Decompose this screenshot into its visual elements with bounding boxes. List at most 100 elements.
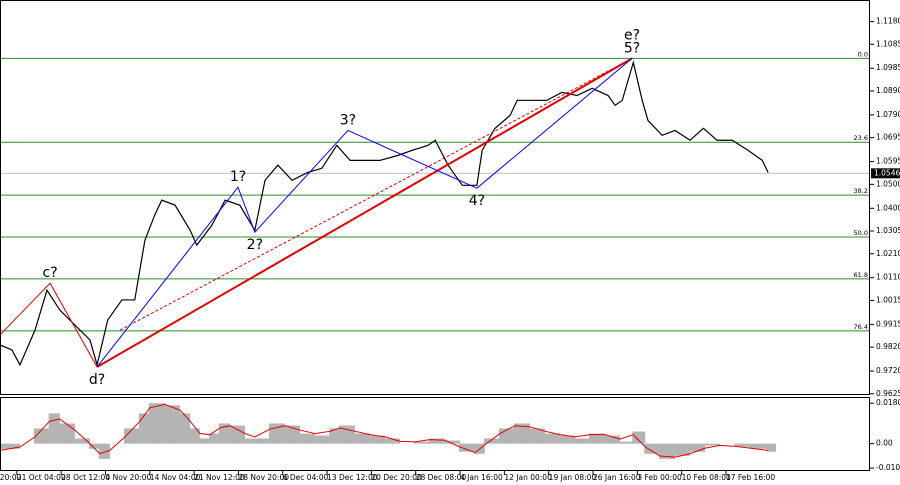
macd-bar (123, 428, 141, 444)
wave-label: e? (624, 27, 640, 43)
macd-bar (428, 438, 445, 444)
macd-bar (218, 423, 231, 444)
macd-bar (632, 431, 646, 444)
x-tick-label: 21 Nov 12:00 (194, 473, 245, 482)
panel-frame (0, 397, 870, 471)
fib-label: 0.0 (858, 50, 868, 58)
plot-area (0, 403, 777, 459)
macd-bar (88, 443, 100, 449)
macd-bar (603, 435, 621, 444)
y-tick-label: 0.9625 (876, 389, 900, 398)
x-tick-label: 21 Oct 04:00 (17, 473, 66, 482)
macd-bar (513, 423, 531, 444)
macd-bar (483, 438, 500, 444)
trend-line (96, 58, 633, 368)
macd-bar (244, 438, 255, 444)
y-tick-label: 1.0695 (876, 133, 900, 142)
wave-label: 1? (230, 169, 246, 185)
macd-bar (369, 435, 386, 444)
x-tick-label: 20 Oct 20:00 (0, 473, 22, 482)
macd-bar (34, 428, 50, 444)
last-price-box (871, 168, 900, 179)
x-tick-label: 10 Feb 08:00 (682, 473, 731, 482)
wave-label: d? (89, 372, 105, 388)
macd-bar (98, 443, 110, 459)
price-line (0, 60, 769, 368)
macd-bar (189, 428, 200, 444)
fib-label: 76.4 (854, 323, 868, 331)
y-tick-label: 1.0305 (876, 226, 900, 235)
macd-bar (673, 443, 691, 456)
macd-bar (459, 443, 476, 452)
macd-bar (139, 413, 150, 444)
macd-bar (198, 438, 211, 444)
y-tick-label: 1.0015 (876, 295, 900, 304)
y-tick-label: 1.0790 (876, 110, 900, 119)
x-tick-label: 19 Jan 08:00 (549, 473, 597, 482)
macd-bar (229, 425, 246, 444)
y-tick-label: 0.01804 (876, 398, 900, 407)
macd-bar (413, 441, 430, 444)
plot-area (0, 57, 870, 368)
y-tick-label: 0.9720 (876, 366, 900, 375)
macd-bar (163, 405, 180, 444)
x-tick-label: 6 Dec 04:00 (283, 473, 329, 482)
trend-line (119, 57, 633, 331)
macd-bar (329, 428, 340, 444)
x-tick-label: 4 Jan 16:00 (460, 473, 503, 482)
macd-bar (443, 440, 461, 444)
y-tick-label: 1.0595 (876, 157, 900, 166)
y-tick-label: 1.0500 (876, 179, 900, 188)
macd-bar (588, 433, 605, 444)
x-tick-label: 14 Nov 04:00 (150, 473, 201, 482)
y-tick-label: 1.0890 (876, 86, 900, 95)
macd-bar (689, 443, 706, 452)
fib-label: 23.6 (854, 134, 868, 142)
macd-bar (574, 438, 590, 444)
wave-label: c? (43, 265, 58, 281)
macd-bar (283, 425, 301, 444)
fib-label: 61.8 (854, 271, 868, 279)
macd-bar (299, 433, 316, 444)
x-tick-label: 28 Dec 08:00 (416, 473, 467, 482)
fib-label: 38.2 (854, 187, 868, 195)
x-tick-label: 12 Jan 00:00 (504, 473, 552, 482)
y-tick-label: 1.1085 (876, 39, 900, 48)
fib-label: 50.0 (854, 229, 868, 237)
macd-bar (704, 443, 721, 446)
macd-bar (0, 443, 20, 449)
macd-bar (498, 428, 515, 444)
macd-bar (767, 443, 777, 452)
macd-bar (749, 443, 769, 449)
macd-bar (384, 438, 401, 444)
macd-bar (619, 441, 634, 444)
x-tick-label: 26 Jan 16:00 (593, 473, 641, 482)
y-tick-label: 1.1180 (876, 17, 900, 26)
y-tick-label: 1.0210 (876, 249, 900, 258)
macd-bar (559, 435, 576, 444)
x-tick-label: 28 Nov 20:00 (238, 473, 289, 482)
trend-line (96, 57, 633, 368)
macd-bar (644, 443, 660, 454)
trend-line (0, 282, 98, 368)
last-price-label: 1.0546 (874, 168, 900, 177)
x-tick-label: 28 Oct 12:00 (61, 473, 110, 482)
x-tick-label: 20 Dec 20:00 (371, 473, 422, 482)
macd-bar (529, 428, 546, 444)
wave-label: 3? (340, 112, 356, 128)
macd-bar (734, 443, 751, 447)
y-tick-label: 0.9820 (876, 342, 900, 351)
macd-bar (73, 438, 90, 444)
panel-frame (0, 0, 870, 395)
macd-bar (544, 433, 561, 444)
macd-bar (48, 413, 60, 444)
y-tick-label: 1.0110 (876, 273, 900, 282)
macd-bar (658, 443, 675, 459)
y-tick-label: 1.0400 (876, 203, 900, 212)
x-tick-label: 17 Feb 16:00 (726, 473, 775, 482)
x-tick-label: 13 Dec 12:00 (327, 473, 378, 482)
y-tick-label: 1.0985 (876, 63, 900, 72)
macd-bar (314, 435, 331, 444)
